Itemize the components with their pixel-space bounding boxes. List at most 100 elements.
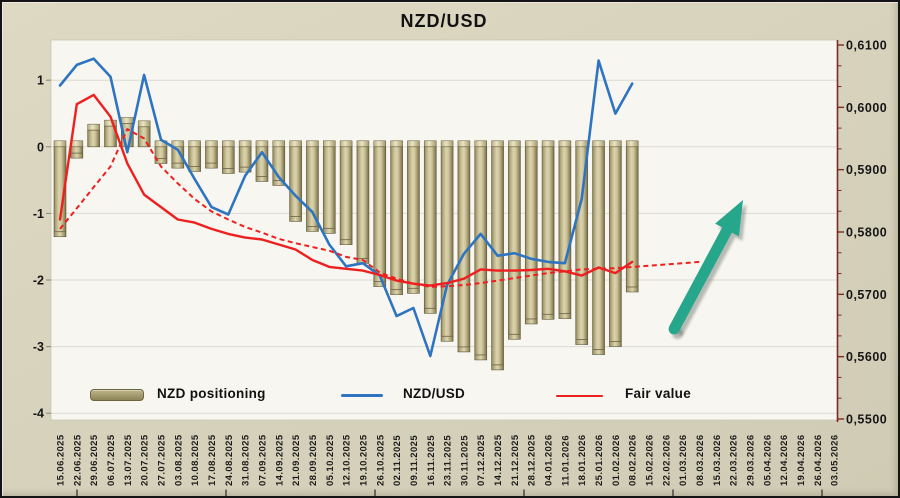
x-axis-label: 23.11.2025 — [443, 435, 454, 486]
bar — [272, 140, 286, 186]
bar — [541, 140, 555, 320]
bar — [390, 140, 403, 295]
x-axis-label: 28.09.2025 — [308, 434, 319, 486]
x-axis-label: 09.11.2025 — [409, 435, 420, 486]
x-axis-label: 12.04.2026 — [779, 434, 790, 486]
right-axis-label: 0,5800 — [846, 225, 887, 239]
right-axis-label: 0,5900 — [846, 163, 887, 177]
bar — [474, 140, 488, 361]
x-axis-label: 25.01.2026 — [594, 434, 605, 486]
bar — [457, 140, 471, 353]
x-axis-label: 12.10.2025 — [342, 434, 353, 486]
bar — [171, 140, 185, 169]
x-axis-label: 16.11.2025 — [426, 435, 437, 486]
page-title: NZD/USD — [400, 11, 488, 31]
bar — [609, 140, 622, 347]
bar — [407, 140, 420, 294]
x-axis-label: 14.12.2025 — [493, 434, 504, 486]
x-axis-label: 29.06.2025 — [89, 434, 100, 486]
up-trend-arrow-icon — [668, 200, 747, 339]
bar — [575, 140, 589, 345]
x-axis-label: 30.11.2025 — [459, 435, 470, 486]
x-axis-label: 07.09.2025 — [258, 434, 269, 486]
bar — [356, 140, 370, 264]
x-axis-label: 05.04.2026 — [762, 434, 773, 486]
bar — [423, 140, 437, 314]
bar — [373, 140, 387, 287]
x-axis-label: 29.03.2026 — [746, 434, 757, 486]
x-axis-label: 24.08.2025 — [224, 434, 235, 486]
legend-red-line-icon — [556, 394, 603, 398]
left-axis-label: 1 — [37, 74, 44, 88]
right-axis — [836, 40, 844, 422]
x-axis-label: 27.07.2025 — [157, 434, 168, 486]
bar — [339, 140, 353, 246]
x-axis-label: 19.04.2026 — [796, 434, 807, 486]
x-axis-label: 03.05.2026 — [830, 434, 841, 486]
x-axis-label: 04.01.2026 — [544, 434, 555, 486]
right-axis-label: 0,5700 — [846, 288, 887, 302]
x-axis-label: 22.02.2026 — [661, 434, 672, 486]
x-axis-label: 20.07.2025 — [140, 434, 151, 486]
left-axis-label: -3 — [33, 340, 44, 354]
positioning-bars — [53, 117, 639, 371]
bar — [558, 140, 572, 319]
x-axis-label: 06.07.2025 — [106, 434, 117, 486]
nzdusd-line — [58, 57, 634, 358]
x-axis-label: 15.03.2026 — [712, 434, 723, 486]
bar — [205, 140, 218, 169]
x-axis-label: 13.07.2025 — [123, 434, 134, 486]
x-axis-label: 11.01.2026 — [560, 435, 571, 486]
legend-bar-swatch-icon — [90, 389, 144, 401]
x-axis-label: 22.06.2025 — [72, 434, 83, 486]
bar — [592, 140, 605, 355]
x-axis-label: 08.03.2026 — [695, 434, 706, 486]
bar — [70, 140, 84, 159]
bar — [289, 140, 302, 222]
bar — [137, 120, 151, 148]
left-axis-label: -1 — [33, 207, 44, 221]
right-axis-label: 0,6000 — [846, 101, 887, 115]
x-axis-label: 31.08.2025 — [241, 434, 252, 486]
x-axis-label: 28.12.2025 — [527, 434, 538, 486]
x-axis-label: 02.11.2025 — [392, 435, 403, 486]
right-axis-label: 0,6100 — [846, 39, 887, 53]
x-axis-label: 07.12.2025 — [476, 434, 487, 486]
left-axis-label: -4 — [33, 407, 44, 421]
x-axis-label: 05.10.2025 — [325, 434, 336, 486]
bar — [440, 140, 454, 342]
x-axis-label: 18.01.2026 — [577, 434, 588, 486]
bar — [238, 140, 252, 173]
x-axis-label: 22.03.2026 — [729, 434, 740, 486]
legend-label-fair-value: Fair value — [625, 386, 692, 401]
x-axis-label: 26.10.2025 — [375, 434, 386, 486]
x-axis-label: 10.08.2025 — [190, 434, 201, 486]
bar — [87, 123, 100, 148]
x-axis-label: 21.09.2025 — [291, 434, 302, 486]
bar — [53, 140, 67, 238]
bar — [491, 140, 504, 371]
x-axis-label: 21.12.2025 — [510, 434, 521, 486]
left-axis-label: 0 — [37, 140, 44, 154]
right-axis-label: 0,5500 — [846, 412, 887, 426]
x-axis-label: 08.02.2026 — [628, 434, 639, 486]
bar — [104, 119, 117, 148]
x-axis-label: 01.02.2026 — [611, 434, 622, 486]
right-axis-label: 0,5600 — [846, 350, 887, 364]
legend-label-nzdusd: NZD/USD — [403, 386, 466, 401]
bar — [508, 140, 521, 340]
x-axis-label: 26.04.2026 — [813, 434, 824, 486]
legend-blue-line-icon — [341, 394, 383, 397]
bar — [154, 140, 168, 164]
x-axis-label: 17.08.2025 — [207, 434, 218, 486]
x-axis-label: 15.06.2025 — [56, 434, 67, 486]
x-axis-label: 19.10.2025 — [358, 434, 369, 486]
bar — [524, 140, 538, 325]
x-axis-label: 15.02.2026 — [645, 434, 656, 486]
fair-value-line — [58, 93, 634, 287]
x-axis-label: 03.08.2025 — [173, 434, 184, 486]
bar — [188, 140, 201, 172]
bar — [255, 140, 269, 182]
